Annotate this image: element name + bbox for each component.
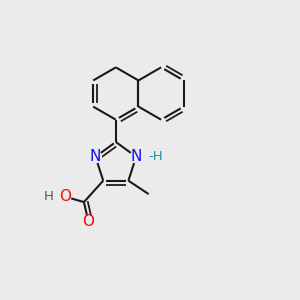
Circle shape [60,191,71,202]
Circle shape [83,216,94,227]
Text: H: H [44,190,54,203]
Circle shape [89,151,101,163]
Text: O: O [82,214,94,229]
Text: N: N [90,149,101,164]
Text: -H: -H [148,150,163,163]
Text: O: O [59,189,71,204]
Circle shape [130,151,142,163]
Text: N: N [130,149,142,164]
